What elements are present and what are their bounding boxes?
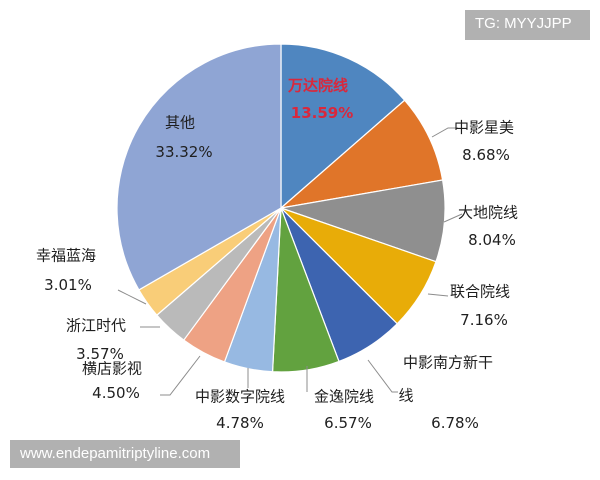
watermark-bottom: www.endepamitriptyline.com [10, 440, 240, 468]
slice-value-label: 3.57% [76, 345, 124, 363]
pie-slice [278, 99, 444, 209]
slice-value-label: 8.68% [462, 146, 510, 164]
leader-line [443, 213, 463, 223]
slice-label: 大地院线 [457, 203, 519, 222]
slice-value-label: 6.78% [431, 414, 479, 432]
slice-label: 浙江时代 [65, 316, 127, 335]
slice-label: 中影南方新干 [402, 353, 494, 372]
watermark-top: TG: MYYJJPP [465, 10, 590, 40]
slice-label: 中影数字院线 [194, 387, 286, 406]
slice-value-label: 33.32% [155, 143, 213, 161]
leader-line [431, 127, 458, 138]
slice-value-label: 7.16% [460, 311, 508, 329]
leader-line [367, 359, 398, 393]
leader-line [427, 293, 449, 297]
slice-value-label: 4.50% [92, 384, 140, 402]
slice-value-label: 13.59% [290, 104, 354, 122]
slice-label: 万达院线 [287, 76, 349, 95]
slice-label: 横店影视 [81, 359, 143, 378]
pie-slice [280, 43, 406, 210]
leader-line [117, 289, 147, 305]
slice-label: 幸福蓝海 [35, 246, 97, 265]
slice-value-label: 4.78% [216, 414, 264, 432]
leader-line [160, 355, 201, 396]
pie-slice [116, 43, 282, 291]
slice-value-label: 3.01% [44, 276, 92, 294]
slice-label: 线 [398, 386, 414, 405]
slice-value-label: 6.57% [324, 414, 372, 432]
slice-label: 其他 [164, 113, 196, 132]
slice-label: 中影星美 [453, 118, 515, 137]
slice-value-label: 8.04% [468, 231, 516, 249]
slice-label: 联合院线 [449, 282, 511, 301]
slice-label: 金逸院线 [313, 387, 375, 406]
